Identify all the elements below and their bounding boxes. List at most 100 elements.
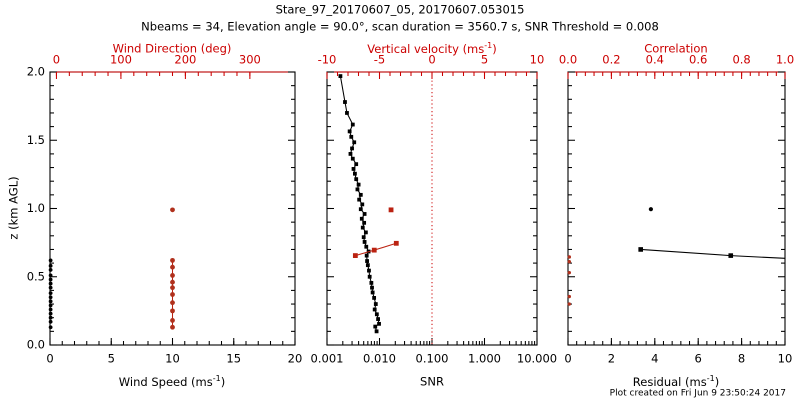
snr-point <box>357 197 362 202</box>
snr-point <box>367 268 371 273</box>
snr-point <box>358 192 363 197</box>
snr-point <box>350 122 355 127</box>
top-tick-label: 0.6 <box>689 53 707 67</box>
snr-point <box>350 146 354 151</box>
top-tick-label: 100 <box>110 53 132 67</box>
y-tick-label: 2.0 <box>27 65 45 79</box>
wind-speed-point <box>48 281 53 286</box>
snr-point <box>351 167 356 171</box>
x-tick-label: 10.000 <box>517 352 557 366</box>
vertical-velocity-point <box>388 207 394 213</box>
wind-speed-point <box>48 303 53 308</box>
wind-speed-point <box>48 273 53 278</box>
snr-point <box>361 235 366 240</box>
top-tick-label: 1.0 <box>776 53 794 67</box>
wind-direction-point <box>170 285 175 291</box>
snr-point <box>373 324 378 329</box>
snr-point <box>365 263 370 268</box>
x-tick-label: 0 <box>564 352 571 366</box>
snr-point <box>359 216 364 221</box>
snr-point <box>360 225 365 230</box>
wind-speed-point <box>48 315 53 320</box>
snr-point <box>373 302 378 306</box>
wind-direction-point <box>170 257 175 263</box>
wind-direction-point <box>170 292 175 297</box>
snr-point <box>347 129 352 134</box>
panel1-bottom-axis-label: Wind Speed (ms-1) <box>119 374 225 389</box>
wind-speed-point <box>48 277 53 282</box>
wind-direction-point <box>170 279 175 285</box>
correlation-point <box>567 270 572 275</box>
wind-speed-point <box>48 307 53 312</box>
x-tick-label: 0 <box>46 352 53 366</box>
snr-point <box>358 207 363 212</box>
snr-point <box>374 312 379 317</box>
top-tick-label: 300 <box>239 53 261 67</box>
snr-point <box>338 74 343 78</box>
wind-speed-point <box>48 291 53 296</box>
x-tick-label: 10 <box>165 352 180 366</box>
x-tick-label: 4 <box>651 352 658 366</box>
snr-point <box>354 177 359 182</box>
snr-point <box>372 296 377 300</box>
residual-point <box>648 207 653 212</box>
snr-point <box>369 280 374 285</box>
wind-speed-point <box>48 295 53 300</box>
wind-speed-point <box>48 263 53 268</box>
snr-point <box>349 134 354 139</box>
snr-point <box>364 244 369 249</box>
snr-point <box>348 152 353 156</box>
wind-direction-point <box>170 264 175 270</box>
snr-point <box>356 182 361 187</box>
wind-speed-point <box>48 285 53 290</box>
wind-direction-point <box>170 207 175 213</box>
x-tick-label: 15 <box>226 352 241 366</box>
correlation-point <box>567 294 572 299</box>
wind-speed-point <box>48 325 53 330</box>
wind-direction-point <box>170 324 175 330</box>
wind-speed-point <box>48 299 53 304</box>
panel2-bottom-axis-label: SNR <box>420 375 444 389</box>
panel-snr: 0.001 0.010 0.100 1.000 10.000 -10 -5 0 5 10 <box>311 53 558 366</box>
x-tick-label: 5 <box>108 352 115 366</box>
snr-point <box>360 202 365 207</box>
snr-point <box>372 307 377 312</box>
top-tick-label: -5 <box>374 53 385 67</box>
x-tick-label: 10 <box>778 352 793 366</box>
snr-point <box>362 240 367 244</box>
panel2-top-axis-label: Vertical velocity (ms-1) <box>367 41 496 56</box>
wind-direction-point <box>170 300 175 306</box>
snr-point <box>370 290 375 295</box>
x-tick-label: 20 <box>288 352 303 366</box>
correlation-point <box>567 260 572 264</box>
snr-point <box>355 187 360 192</box>
snr-point <box>367 274 372 279</box>
residual-point <box>728 253 734 258</box>
panel3-top-axis-label: Correlation <box>644 42 707 56</box>
snr-point <box>350 156 355 161</box>
wind-direction-point <box>170 272 175 278</box>
top-tick-label: 0.4 <box>646 53 664 67</box>
top-tick-label: 0.8 <box>732 53 750 67</box>
snr-point <box>354 162 359 167</box>
top-tick-label: 5 <box>481 53 488 67</box>
y-tick-label: 1.5 <box>27 133 45 147</box>
residual-point <box>638 247 643 252</box>
y-tick-label: 1.0 <box>27 201 45 215</box>
page-title: Stare_97_20170607_05, 20170607.053015 <box>276 3 525 17</box>
snr-point <box>364 253 369 258</box>
x-tick-label: 0.100 <box>416 352 449 366</box>
vertical-velocity-point <box>371 247 377 253</box>
snr-point <box>363 230 368 235</box>
snr-point <box>343 100 347 104</box>
wind-direction-point <box>170 308 175 314</box>
panel-residual: 0 2 4 6 8 10 0.0 0.2 0.4 0.6 0.8 1.0 <box>559 53 794 366</box>
snr-point <box>370 285 374 290</box>
vertical-velocity-point <box>393 240 399 246</box>
snr-point <box>352 140 357 145</box>
top-tick-label: -10 <box>318 53 337 67</box>
top-tick-label: 200 <box>174 53 196 67</box>
wind-direction-point <box>170 318 175 323</box>
